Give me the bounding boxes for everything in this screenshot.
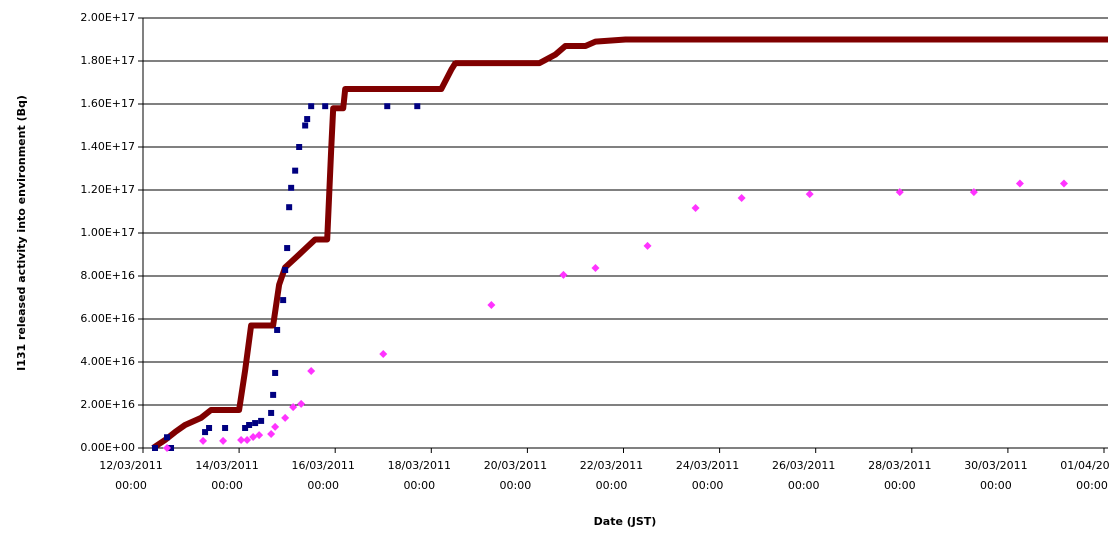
square-marker <box>246 421 253 428</box>
x-tick-label: 18/03/2011 00:00 <box>388 459 451 492</box>
x-tick-label: 24/03/2011 00:00 <box>676 459 739 492</box>
diamond-marker <box>249 433 258 442</box>
y-axis-title: I131 released activity into environment … <box>15 95 28 371</box>
diamond-marker <box>1015 179 1024 188</box>
diamond-marker <box>237 436 246 445</box>
diamond-marker <box>643 241 652 250</box>
square-marker <box>222 425 229 432</box>
square-marker <box>286 204 293 211</box>
diamond-marker <box>559 270 568 279</box>
square-marker <box>164 434 171 441</box>
diamond-marker <box>737 193 746 202</box>
x-tick-label: 28/03/2011 00:00 <box>868 459 931 492</box>
y-tick-label: 1.00E+17 <box>80 226 135 239</box>
diamond-marker <box>289 403 298 412</box>
diamond-marker <box>487 301 496 310</box>
diamond-marker <box>281 413 290 422</box>
y-tick-label: 1.80E+17 <box>80 54 135 67</box>
diamond-marker <box>199 436 208 445</box>
diamond-marker <box>691 204 700 213</box>
diamond-marker <box>255 431 264 440</box>
square-marker <box>168 445 175 451</box>
square-marker <box>272 369 279 376</box>
y-tick-label: 1.40E+17 <box>80 140 135 153</box>
x-tick-label: 30/03/2011 00:00 <box>964 459 1027 492</box>
square-marker <box>284 245 291 252</box>
y-tick-label: 1.20E+17 <box>80 183 135 196</box>
x-axis-title: Date (JST) <box>594 515 657 528</box>
x-tick-label: 16/03/2011 00:00 <box>291 459 354 492</box>
y-tick-label: 6.00E+16 <box>80 312 135 325</box>
square-marker <box>282 266 289 273</box>
diamond-marker <box>307 367 316 376</box>
x-tick-label: 14/03/2011 00:00 <box>195 459 258 492</box>
square-marker <box>308 103 315 110</box>
diamond-marker <box>379 350 388 359</box>
y-tick-label: 0.00E+00 <box>80 441 135 454</box>
square-marker <box>270 391 277 398</box>
y-tick-label: 1.60E+17 <box>80 97 135 110</box>
diamond-marker <box>591 264 600 273</box>
y-tick-label: 4.00E+16 <box>80 355 135 368</box>
diamond-marker <box>267 430 276 439</box>
x-tick-label: 26/03/2011 00:00 <box>772 459 835 492</box>
square-marker <box>280 297 287 304</box>
square-marker <box>268 409 275 416</box>
diamond-marker <box>219 436 228 445</box>
square-marker <box>304 116 311 123</box>
y-tick-label: 2.00E+17 <box>80 11 135 24</box>
x-tick-label: 12/03/2011 00:00 <box>99 459 162 492</box>
y-tick-label: 2.00E+16 <box>80 398 135 411</box>
diamond-marker <box>271 422 280 431</box>
diamond-marker <box>895 188 904 197</box>
diamond-marker <box>163 444 172 452</box>
square-marker <box>296 144 303 150</box>
square-marker <box>292 167 299 174</box>
square-marker <box>274 326 281 333</box>
square-marker <box>206 425 213 432</box>
square-marker <box>242 425 249 432</box>
diamond-marker <box>297 399 306 408</box>
square-marker <box>152 445 159 451</box>
square-marker <box>384 103 391 110</box>
square-marker <box>414 103 421 110</box>
x-tick-label: 20/03/2011 00:00 <box>484 459 547 492</box>
diamond-marker <box>969 188 978 197</box>
series-line <box>151 36 1108 451</box>
diamond-marker <box>243 436 252 445</box>
diamond-marker <box>805 190 814 199</box>
y-tick-label: 8.00E+16 <box>80 269 135 282</box>
square-marker <box>258 417 265 424</box>
square-marker <box>202 429 209 436</box>
square-marker <box>288 184 295 191</box>
square-marker <box>252 420 259 427</box>
square-marker <box>302 122 309 129</box>
square-marker <box>322 103 329 110</box>
x-tick-label: 22/03/2011 00:00 <box>580 459 643 492</box>
diamond-marker <box>1059 179 1068 188</box>
